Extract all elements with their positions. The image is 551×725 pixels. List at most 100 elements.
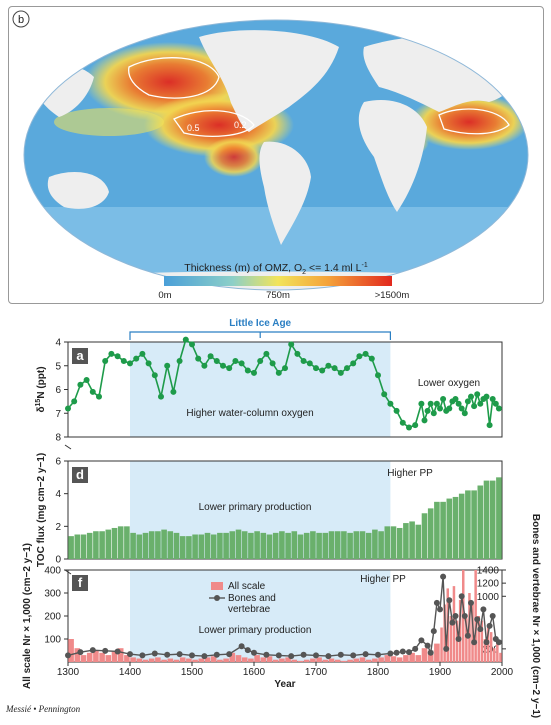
- y-tick-label: 300: [44, 589, 61, 600]
- d15n-point: [232, 358, 239, 364]
- toc-bar: [223, 532, 229, 559]
- x-tick-label: 1900: [429, 667, 452, 678]
- toc-bar: [279, 531, 285, 559]
- all-scale-bar: [136, 658, 143, 662]
- all-scale-bar: [390, 656, 397, 662]
- all-scale-bar: [124, 655, 130, 662]
- all-scale-bar: [483, 639, 487, 662]
- d15n-point: [477, 400, 484, 407]
- toc-bar: [452, 496, 459, 559]
- continent-south-america: [259, 141, 311, 245]
- toc-bar: [347, 532, 353, 559]
- d15n-point: [220, 362, 226, 369]
- bones-point: [244, 647, 251, 654]
- y-tick-label: 100: [44, 635, 61, 646]
- d15n-point: [257, 358, 264, 364]
- d15n-point: [474, 391, 481, 398]
- toc-bar: [105, 529, 112, 559]
- y-right-tick-label: 1000: [477, 592, 500, 603]
- all-scale-bar: [396, 657, 403, 662]
- d15n-point: [71, 398, 78, 405]
- bones-point: [114, 648, 121, 655]
- toc-bar: [80, 534, 87, 559]
- bones-point: [449, 619, 456, 626]
- bones-point: [455, 636, 462, 642]
- all-scale-bar: [458, 599, 462, 662]
- bones-point: [201, 653, 208, 660]
- panel-d-toc-flux: 0 2 4 6 TOC flux (mg cm−2 y−1) d Lower primary…: [36, 453, 503, 567]
- toc-bar: [378, 531, 384, 559]
- all-scale-bar: [68, 639, 74, 662]
- panel-label-text: a: [76, 348, 84, 363]
- d15n-point: [164, 362, 171, 369]
- toc-bar: [328, 531, 335, 559]
- toc-bar: [148, 531, 155, 559]
- all-scale-bar: [186, 658, 192, 662]
- bones-point: [127, 651, 133, 658]
- continent-africa: [358, 99, 427, 212]
- d15n-point: [96, 393, 102, 400]
- bones-point: [430, 628, 437, 635]
- d15n-point: [201, 362, 208, 369]
- toc-bar: [471, 490, 477, 559]
- bones-point: [102, 647, 109, 654]
- d15n-point: [108, 350, 115, 357]
- y-right-tick-label: 1400: [477, 566, 500, 577]
- d15n-point: [446, 405, 453, 412]
- d15n-point: [275, 369, 282, 376]
- bones-point: [375, 651, 381, 658]
- all-scale-bar: [210, 656, 217, 662]
- d15n-point: [486, 422, 493, 429]
- bones-point: [424, 642, 431, 649]
- bones-point: [300, 651, 307, 658]
- all-scale-bar: [285, 657, 291, 662]
- colorbar-tick-0: 0m: [158, 290, 171, 301]
- all-scale-bar: [260, 657, 267, 662]
- legend-label-all-scale: All scale: [228, 581, 266, 592]
- all-scale-bar: [465, 618, 468, 662]
- d15n-point: [464, 398, 471, 405]
- all-scale-bar: [499, 652, 502, 662]
- d15n-point: [412, 422, 419, 429]
- y-axis-label: TOC flux (mg cm−2 y−1): [36, 453, 47, 567]
- x-tick-label: 1400: [119, 667, 142, 678]
- toc-bar: [142, 532, 149, 559]
- x-axis-label: Year: [274, 679, 295, 690]
- annotation-higher-pp: Higher PP: [387, 468, 433, 479]
- toc-bar: [130, 532, 136, 559]
- all-scale-bar: [93, 650, 99, 662]
- all-scale-bar: [378, 657, 384, 662]
- toc-bar: [297, 534, 304, 559]
- all-scale-bar: [477, 616, 480, 662]
- legend-label-bones: Bones and vertebrae: [228, 593, 276, 615]
- d15n-point: [362, 350, 369, 357]
- all-scale-bar: [105, 655, 112, 662]
- all-scale-bar: [449, 616, 453, 662]
- all-scale-bar: [279, 658, 285, 662]
- d15n-point: [433, 400, 440, 407]
- x-tick-label: 1600: [243, 667, 266, 678]
- bones-point: [489, 613, 496, 619]
- all-scale-bar: [415, 655, 422, 662]
- toc-bar: [124, 526, 130, 559]
- bones-point: [433, 599, 440, 606]
- d15n-point: [195, 355, 202, 362]
- colorbar-tick-1500: >1500m: [375, 290, 410, 301]
- d15n-point: [458, 405, 465, 412]
- colorbar-title: Thickness (m) of OMZ, O2 <= 1.4 ml L-1: [184, 262, 368, 276]
- all-scale-bar: [421, 648, 428, 662]
- d15n-point: [139, 350, 146, 357]
- toc-bar: [446, 498, 453, 559]
- d15n-point: [189, 341, 195, 348]
- bones-point: [418, 637, 425, 644]
- d15n-point: [437, 405, 443, 412]
- bones-point: [251, 649, 257, 656]
- toc-bar: [136, 534, 143, 559]
- bones-point: [486, 622, 493, 629]
- toc-bar: [303, 532, 310, 559]
- all-scale-bar: [229, 652, 236, 662]
- toc-bar: [210, 534, 217, 559]
- bones-point: [480, 606, 487, 613]
- toc-bar: [192, 534, 198, 559]
